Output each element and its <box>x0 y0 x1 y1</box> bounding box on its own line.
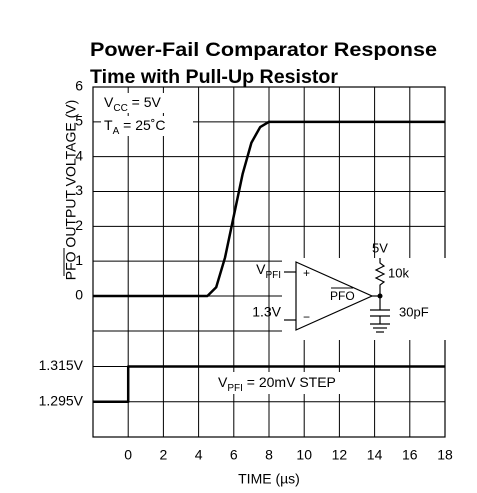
inset-label: − <box>303 310 310 324</box>
inset-label: 30pF <box>399 304 429 319</box>
annotation: VCC = 5V <box>104 94 162 114</box>
annotation-part: PFI <box>265 270 281 281</box>
y-axis-label: PFO OUTPUT VOLTAGE (V) <box>63 100 79 280</box>
annotation-part: = 20mV STEP <box>243 374 336 390</box>
annotation: TA = 25˚C <box>104 117 166 137</box>
annotation-part: = 25˚C <box>119 117 165 133</box>
annotation-part: PFI <box>227 383 243 394</box>
y-tick-label: 4 <box>75 147 83 163</box>
annotation-background <box>101 93 193 113</box>
resistor <box>374 258 386 310</box>
chart-title: Power-Fail Comparator Response <box>90 40 437 61</box>
inset-label: 5V <box>372 240 388 255</box>
inset-label: PFO <box>330 289 355 303</box>
annotation-part: V <box>256 261 266 277</box>
inset-label: 1.3V <box>252 304 281 320</box>
annotation-background <box>101 116 193 136</box>
x-tick-label: 2 <box>160 447 168 463</box>
x-tick-label: 16 <box>402 447 418 463</box>
inset-label: 10k <box>388 265 409 280</box>
inset-label: + <box>303 266 310 280</box>
comparator <box>295 261 374 331</box>
annotation-part: V <box>104 94 114 110</box>
y-tick-label: 6 <box>75 78 83 94</box>
annotation-part: T <box>104 117 113 133</box>
x-tick-label: 4 <box>195 447 203 463</box>
annotation: VPFI = 20mV STEP <box>218 374 336 394</box>
annotation-part: = 5V <box>128 94 162 110</box>
x-tick-label: 6 <box>230 447 238 463</box>
annotation-part: A <box>113 126 120 137</box>
x-tick-label: 10 <box>296 447 312 463</box>
y-tick-label: 2 <box>75 217 83 233</box>
y-tick-label: 1.295V <box>39 392 84 408</box>
y-tick-label: 5 <box>75 113 83 129</box>
x-tick-label: 8 <box>265 447 273 463</box>
annotation-part: CC <box>113 103 127 114</box>
x-tick-label: 14 <box>367 447 383 463</box>
y-tick-label: 0 <box>75 287 83 303</box>
y-tick-label: 3 <box>75 182 83 198</box>
chart-title: Time with Pull-Up Resistor <box>90 67 339 88</box>
x-tick-label: 12 <box>332 447 348 463</box>
data-line <box>93 120 445 298</box>
annotation-background <box>214 372 364 394</box>
x-axis-label: TIME (µs) <box>238 471 300 487</box>
y-tick-label: 1 <box>75 252 83 268</box>
data-line <box>93 365 445 403</box>
x-tick-label: 0 <box>124 447 132 463</box>
y-tick-label: 1.315V <box>39 357 84 373</box>
x-tick-label: 18 <box>437 447 453 463</box>
annotation-part: V <box>218 374 228 390</box>
inset-label: VPFI <box>256 261 281 281</box>
